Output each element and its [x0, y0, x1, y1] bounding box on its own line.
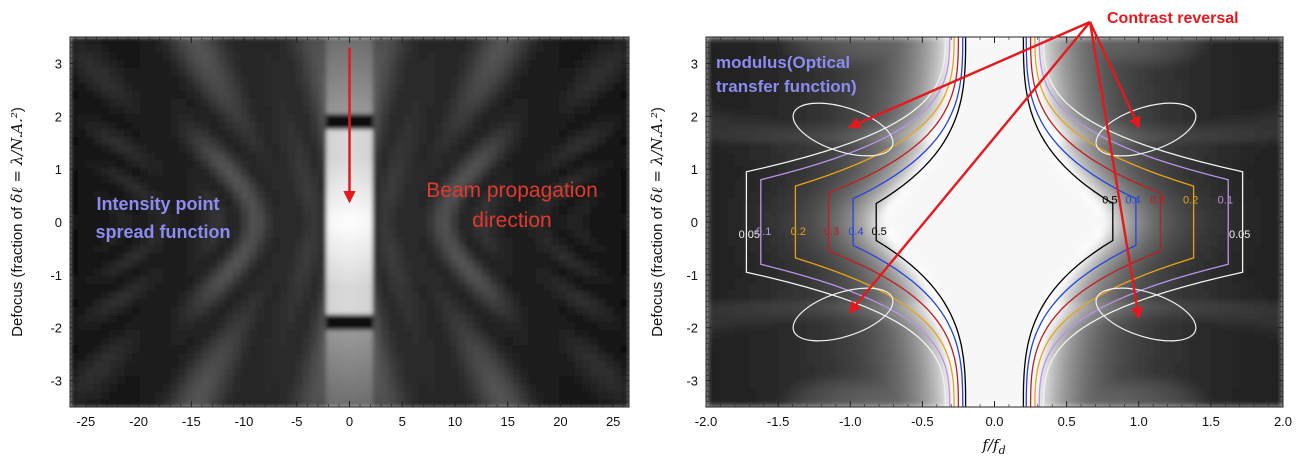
otf-y-tick-label: -1: [686, 268, 698, 283]
psf-x-tick-label: -15: [182, 414, 201, 429]
psf-x-tick-label: -20: [129, 414, 148, 429]
psf-y-tick-label: -1: [50, 268, 62, 283]
otf-y-tick-label: 3: [691, 56, 698, 71]
contour-label-0.1: 0.1: [756, 226, 771, 238]
contour-label-0.2: 0.2: [1183, 195, 1198, 207]
otf-x-tick-label: -0.5: [911, 414, 933, 429]
otf-x-tick-label: -1.0: [839, 414, 861, 429]
otf-x-tick-label: -1.5: [767, 414, 789, 429]
reversal-contour-loop: [792, 287, 894, 342]
contour-label-0.05: 0.05: [739, 229, 760, 241]
otf-heatmap: 0.050.050.10.10.20.20.30.30.40.40.50.5: [706, 37, 1283, 407]
contour-label-0.4: 0.4: [1125, 195, 1140, 207]
contour-line-0.4: [852, 37, 964, 407]
beam-label-line1: Beam propagation: [426, 179, 598, 202]
contour-label-0.3: 0.3: [1150, 195, 1165, 207]
psf-x-tick-label: -5: [291, 414, 303, 429]
mtf-label-line2: transfer function): [716, 77, 857, 96]
contour-label-0.2: 0.2: [791, 226, 806, 238]
contour-label-0.5: 0.5: [1102, 195, 1117, 207]
otf-x-tick-label: -2.0: [695, 414, 717, 429]
contour-line-0.3: [1029, 37, 1162, 407]
mtf-label-line1: modulus(Optical: [716, 53, 850, 72]
psf-label-line1: Intensity point: [97, 194, 220, 214]
psf-x-tick-label: 0: [346, 414, 353, 429]
psf-y-tick-label: -3: [50, 374, 62, 389]
contour-label-0.4: 0.4: [848, 226, 863, 238]
psf-y-tick-label: 1: [55, 162, 62, 177]
contour-label-0.05: 0.05: [1229, 229, 1250, 241]
psf-y-tick-label: -2: [50, 321, 62, 336]
contrast-reversal-arrow: [1088, 21, 1141, 130]
otf-panel: 0.050.050.10.10.20.20.30.30.40.40.50.5 -…: [648, 10, 1292, 457]
psf-x-tick-label: -25: [76, 414, 95, 429]
contrast-reversal-arrows: [848, 20, 1144, 320]
contrast-reversal-arrow: [848, 21, 1091, 314]
otf-y-tick-label: 0: [691, 215, 698, 230]
reversal-contour-loop: [1095, 287, 1197, 342]
otf-x-tick-label: 1.0: [1130, 414, 1148, 429]
psf-label-line2: spread function: [95, 222, 230, 242]
reversal-contour-loop: [792, 102, 894, 157]
contour-line-0.1: [760, 37, 951, 407]
contour-line-0.3: [827, 37, 960, 407]
contour-label-0.5: 0.5: [871, 226, 886, 238]
psf-x-tick-label: 5: [399, 414, 406, 429]
psf-y-tick-label: 0: [55, 215, 62, 230]
otf-x-tick-label: 1.5: [1202, 414, 1220, 429]
psf-y-axis-label: Defocus (fraction of δℓ = λ/N.A.²): [8, 107, 26, 337]
contour-line-0.5: [875, 37, 967, 407]
psf-x-tick-label: 15: [500, 414, 514, 429]
otf-y-tick-label: 2: [691, 109, 698, 124]
contrast-reversal-label: Contrast reversal: [1107, 10, 1239, 27]
otf-x-axis-label: f/fd: [981, 436, 1005, 457]
otf-axis-ticks: -2.0 -1.5 -1.0 -0.5 0.0 0.5 1.0 1.5 2.0 -3 -2 -1 0 1 2…: [686, 37, 1292, 429]
contour-line-0.5: [1022, 37, 1114, 407]
psf-x-tick-label: 20: [553, 414, 567, 429]
otf-y-axis-label: Defocus (fraction of δℓ = λ/N.A.²): [648, 107, 666, 337]
reversal-contour-loop: [1095, 102, 1197, 157]
otf-y-tick-label: 1: [691, 162, 698, 177]
contour-line-0.05: [1042, 37, 1244, 407]
otf-x-tick-label: 2.0: [1274, 414, 1292, 429]
contour-line-0.1: [1038, 37, 1229, 407]
psf-heatmap: [70, 37, 629, 407]
psf-x-tick-label: -10: [235, 414, 254, 429]
psf-y-tick-label: 3: [55, 56, 62, 71]
contour-line-0.05: [745, 37, 947, 407]
otf-y-tick-label: -2: [686, 321, 698, 336]
contour-label-0.1: 0.1: [1218, 195, 1233, 207]
contrast-reversal-arrow: [1088, 21, 1144, 320]
otf-x-tick-label: 0.0: [985, 414, 1003, 429]
otf-x-tick-label: 0.5: [1058, 414, 1076, 429]
contrast-reversal-arrow: [848, 20, 1091, 129]
psf-y-tick-label: 2: [55, 109, 62, 124]
psf-x-tick-label: 10: [448, 414, 462, 429]
contour-label-0.3: 0.3: [824, 226, 839, 238]
contour-line-0.4: [1025, 37, 1137, 407]
beam-label-line2: direction: [472, 209, 551, 232]
otf-y-tick-label: -3: [686, 374, 698, 389]
psf-x-tick-label: 25: [606, 414, 620, 429]
